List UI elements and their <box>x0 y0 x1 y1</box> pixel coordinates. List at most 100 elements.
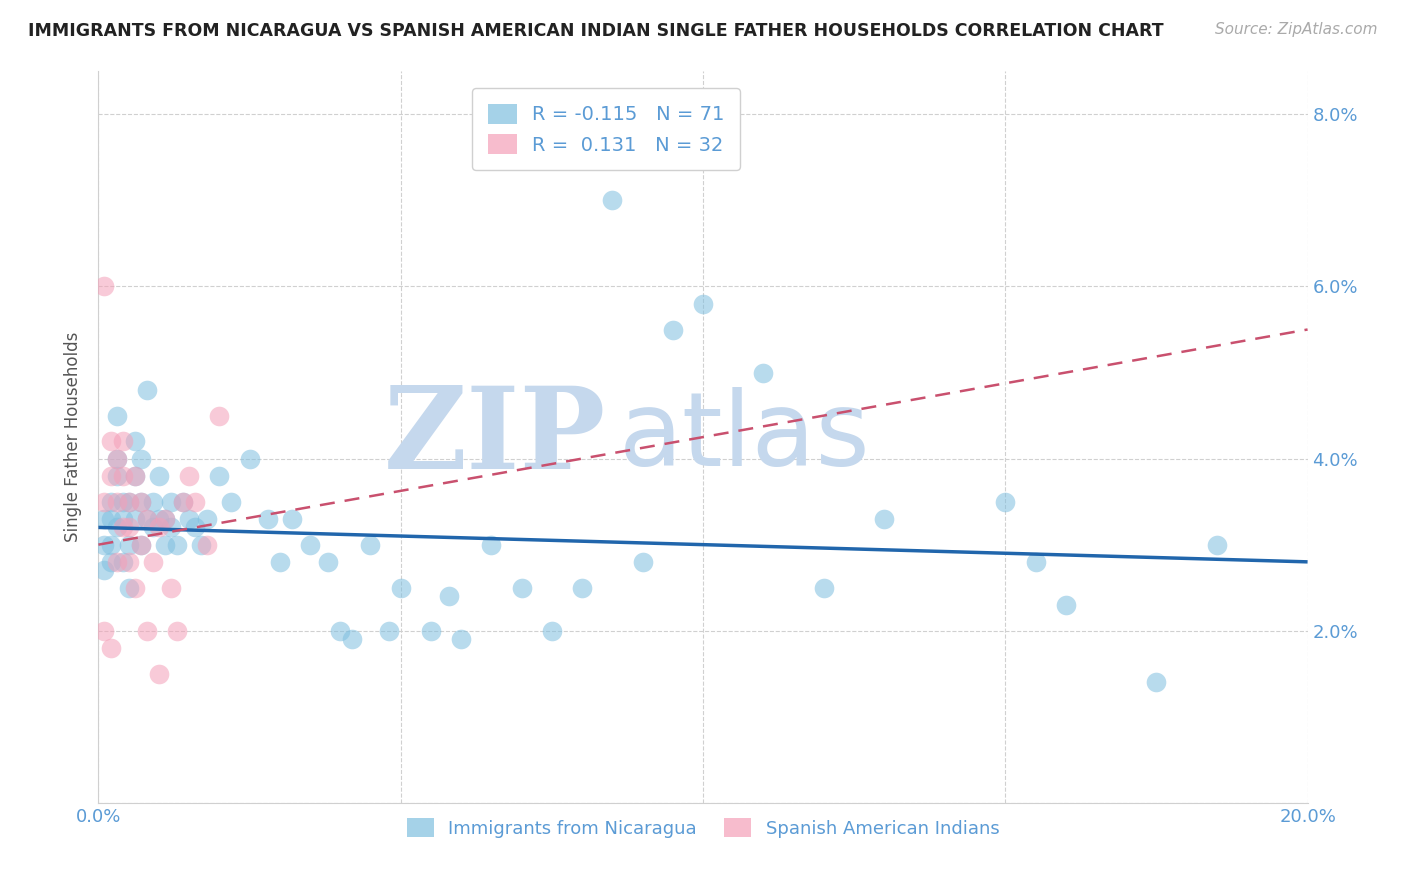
Point <box>105 451 128 466</box>
Point <box>752 366 775 380</box>
Point <box>450 632 472 647</box>
Text: ZIP: ZIP <box>384 382 606 492</box>
Point <box>118 494 141 508</box>
Point <box>631 555 654 569</box>
Point <box>329 624 352 638</box>
Point <box>153 512 176 526</box>
Point <box>661 322 683 336</box>
Point <box>93 279 115 293</box>
Legend: Immigrants from Nicaragua, Spanish American Indians: Immigrants from Nicaragua, Spanish Ameri… <box>399 811 1007 845</box>
Point <box>105 468 128 483</box>
Point <box>93 538 115 552</box>
Point <box>135 624 157 638</box>
Point <box>100 640 122 655</box>
Point <box>105 451 128 466</box>
Point <box>111 555 134 569</box>
Point <box>111 468 134 483</box>
Point <box>135 383 157 397</box>
Point <box>111 520 134 534</box>
Point <box>813 581 835 595</box>
Point <box>195 538 218 552</box>
Point <box>135 512 157 526</box>
Point <box>166 624 188 638</box>
Point <box>100 434 122 449</box>
Point <box>172 494 194 508</box>
Point <box>420 624 443 638</box>
Point <box>153 538 176 552</box>
Point <box>118 494 141 508</box>
Point <box>437 589 460 603</box>
Point <box>166 538 188 552</box>
Point <box>208 409 231 423</box>
Text: Source: ZipAtlas.com: Source: ZipAtlas.com <box>1215 22 1378 37</box>
Point <box>1024 555 1046 569</box>
Point <box>129 494 152 508</box>
Point <box>160 581 183 595</box>
Point <box>316 555 339 569</box>
Point <box>1206 538 1229 552</box>
Point <box>111 512 134 526</box>
Point <box>481 538 503 552</box>
Point <box>153 512 176 526</box>
Point <box>148 520 170 534</box>
Text: atlas: atlas <box>619 386 870 488</box>
Point <box>105 409 128 423</box>
Point <box>111 434 134 449</box>
Point <box>118 538 141 552</box>
Point <box>93 624 115 638</box>
Point <box>184 520 207 534</box>
Point <box>124 468 146 483</box>
Point <box>360 538 382 552</box>
Point <box>93 512 115 526</box>
Point <box>160 520 183 534</box>
Point <box>692 296 714 310</box>
Point <box>105 555 128 569</box>
Point <box>124 434 146 449</box>
Point <box>129 451 152 466</box>
Point <box>105 494 128 508</box>
Point <box>148 468 170 483</box>
Point <box>299 538 322 552</box>
Point <box>118 555 141 569</box>
Point <box>281 512 304 526</box>
Point <box>179 468 201 483</box>
Point <box>190 538 212 552</box>
Point <box>135 512 157 526</box>
Point <box>100 512 122 526</box>
Point <box>142 520 165 534</box>
Point <box>93 494 115 508</box>
Point <box>118 581 141 595</box>
Point <box>148 512 170 526</box>
Point <box>571 581 593 595</box>
Point <box>377 624 399 638</box>
Point <box>256 512 278 526</box>
Point <box>221 494 243 508</box>
Point <box>208 468 231 483</box>
Point <box>184 494 207 508</box>
Point <box>172 494 194 508</box>
Point <box>124 581 146 595</box>
Point <box>540 624 562 638</box>
Point <box>239 451 262 466</box>
Point <box>148 666 170 681</box>
Point <box>111 494 134 508</box>
Point <box>873 512 896 526</box>
Point <box>195 512 218 526</box>
Point <box>179 512 201 526</box>
Point <box>994 494 1017 508</box>
Point <box>342 632 364 647</box>
Text: IMMIGRANTS FROM NICARAGUA VS SPANISH AMERICAN INDIAN SINGLE FATHER HOUSEHOLDS CO: IMMIGRANTS FROM NICARAGUA VS SPANISH AME… <box>28 22 1164 40</box>
Point <box>100 494 122 508</box>
Point <box>510 581 533 595</box>
Point <box>1144 675 1167 690</box>
Point <box>602 194 624 208</box>
Point <box>93 564 115 578</box>
Point <box>129 538 152 552</box>
Point <box>118 520 141 534</box>
Point <box>129 538 152 552</box>
Point <box>142 555 165 569</box>
Y-axis label: Single Father Households: Single Father Households <box>65 332 83 542</box>
Point <box>105 520 128 534</box>
Point <box>100 555 122 569</box>
Point <box>100 468 122 483</box>
